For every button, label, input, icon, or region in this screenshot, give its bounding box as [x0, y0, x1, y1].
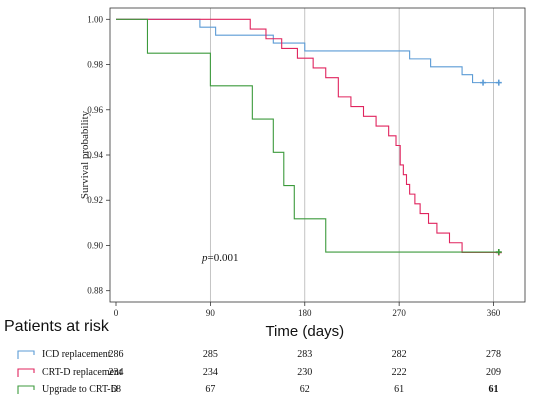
risk-count: 61: [394, 384, 404, 395]
survival-curve-icd-replacement: [116, 18, 499, 84]
risk-count: 68: [111, 384, 121, 395]
axis-ticks: 0.88 0.90 0.92 0.94 0.96 0.98 1.00 0 90 180 270 360: [87, 14, 501, 318]
y-axis-label: Survival probability: [79, 110, 91, 199]
risk-legend-swatch: [17, 385, 35, 394]
risk-count: 278: [486, 349, 501, 360]
x-tick-label: 90: [206, 308, 216, 318]
risk-count: 67: [205, 384, 215, 395]
y-tick-label: 0.98: [87, 60, 103, 70]
y-tick-label: 1.00: [87, 14, 103, 24]
x-axis-label: Time (days): [265, 323, 344, 340]
risk-count: 285: [203, 349, 218, 360]
x-tick-label: 360: [487, 308, 501, 318]
y-tick-label: 0.92: [87, 195, 103, 205]
censor-mark: [495, 79, 502, 86]
risk-count: 286: [109, 349, 124, 360]
p-value-annotation: p=0.001: [201, 252, 238, 264]
y-tick-label: 0.90: [87, 240, 103, 250]
risk-count: 283: [297, 349, 312, 360]
risk-count: 234: [203, 367, 218, 378]
survival-curve-crt-d-replacement: [116, 18, 499, 254]
risk-row-label: CRT-D replacement: [42, 367, 122, 378]
risk-count: 234: [109, 367, 124, 378]
risk-count: 209: [486, 367, 501, 378]
censor-mark: [495, 249, 502, 256]
risk-count: 282: [392, 349, 407, 360]
x-tick-label: 180: [298, 308, 312, 318]
p-value-text: =0.001: [207, 252, 238, 264]
risk-legend-swatch: [17, 368, 35, 377]
risk-count: 222: [392, 367, 407, 378]
x-tick-label: 0: [114, 308, 119, 318]
patients-at-risk-title: Patients at risk: [4, 318, 110, 335]
y-tick-label: 0.96: [87, 105, 103, 115]
plot-frame: [109, 7, 526, 303]
survival-curve-upgrade-to-crt-d: [116, 18, 499, 253]
risk-legend-swatch: [17, 350, 35, 359]
censor-mark: [480, 79, 487, 86]
risk-count: 61: [489, 384, 499, 395]
y-tick-label: 0.94: [87, 150, 103, 160]
survival-curves: [116, 18, 502, 256]
risk-row-label: ICD replacement: [42, 349, 111, 360]
x-tick-label: 270: [392, 308, 406, 318]
p-symbol: p: [201, 252, 208, 264]
risk-row-label: Upgrade to CRT-D: [42, 384, 118, 395]
grid-lines: [209, 8, 494, 302]
risk-count: 230: [297, 367, 312, 378]
risk-count: 62: [300, 384, 310, 395]
y-tick-label: 0.88: [87, 286, 103, 296]
